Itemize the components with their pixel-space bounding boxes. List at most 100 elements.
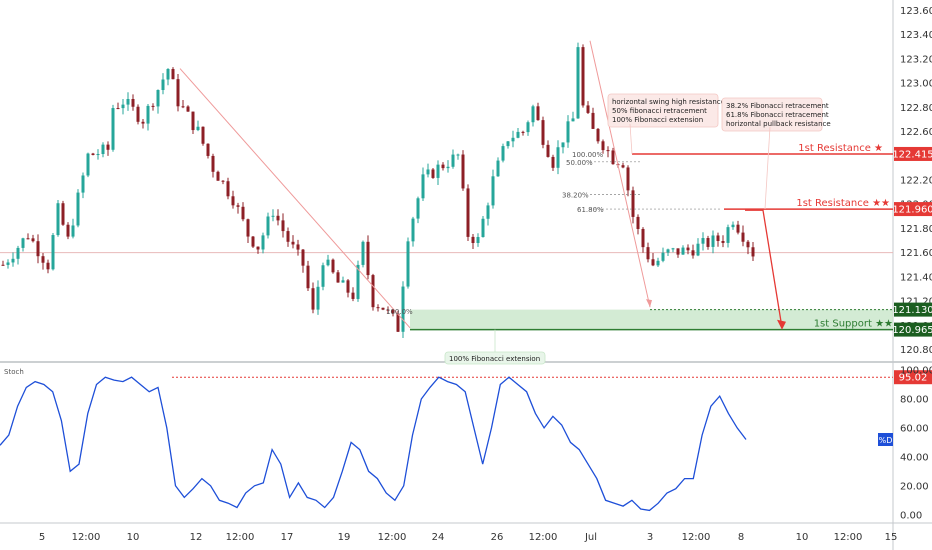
- candle-body: [551, 156, 555, 168]
- candle-body: [341, 280, 345, 283]
- candle-body: [431, 169, 435, 178]
- candle-body: [111, 108, 115, 150]
- candle-body: [601, 141, 605, 151]
- candle-body: [71, 225, 75, 237]
- support-bottom-price-tag-bg: [894, 322, 932, 337]
- candle-body: [541, 120, 545, 145]
- candle-body: [101, 144, 105, 155]
- candle-body: [496, 160, 500, 177]
- candle-body: [326, 259, 330, 266]
- candle-body: [711, 235, 715, 247]
- candle-body: [656, 260, 660, 266]
- candle-body: [131, 99, 135, 107]
- candle-body: [676, 248, 680, 255]
- annotation-right-pointer: [764, 126, 771, 210]
- candle-body: [686, 247, 690, 251]
- candle-body: [346, 280, 350, 293]
- candle-body: [126, 99, 130, 105]
- candle-body: [701, 238, 705, 244]
- time-tick-label: 12:00: [72, 532, 101, 543]
- candle-body: [306, 265, 310, 289]
- candle-body: [546, 144, 550, 157]
- candle-body: [736, 224, 740, 233]
- candle-body: [116, 108, 120, 110]
- resistance-2-price-tag-bg: [894, 202, 932, 217]
- price-tick-label: 123.200: [900, 54, 932, 65]
- candle-body: [426, 169, 430, 175]
- candle-body: [416, 198, 420, 219]
- candle-body: [201, 126, 205, 144]
- candle-body: [571, 118, 575, 122]
- candle-body: [501, 146, 505, 161]
- candle-body: [316, 286, 320, 310]
- candle-body: [271, 215, 275, 217]
- osc-tick-label: 60.00: [900, 423, 929, 434]
- candle-body: [176, 79, 180, 107]
- candle-body: [321, 265, 325, 287]
- price-tick-label: 121.400: [900, 272, 932, 283]
- annotation-left-pointer: [629, 123, 633, 154]
- candle-body: [476, 237, 480, 244]
- annotation-right-line: 38.2% Fibonacci retracement: [726, 102, 829, 110]
- candle-body: [741, 232, 745, 242]
- osc-tick-label: 0.00: [900, 510, 922, 521]
- fib-level-label: 38.20%: [562, 192, 589, 200]
- candle-body: [311, 288, 315, 310]
- candle-body: [216, 171, 220, 181]
- candle-body: [26, 238, 30, 240]
- candle-body: [161, 79, 165, 91]
- candle-body: [376, 307, 380, 309]
- candle-body: [86, 153, 90, 176]
- candle-body: [751, 247, 755, 257]
- fib-level-label: 100.00%: [572, 151, 603, 159]
- candle-body: [41, 256, 45, 263]
- candle-body: [566, 121, 570, 143]
- candle-body: [1, 264, 5, 266]
- time-tick-label: 10: [127, 532, 140, 543]
- price-panel[interactable]: [0, 0, 893, 361]
- candle-body: [626, 167, 630, 191]
- candle-body: [21, 238, 25, 248]
- osc-tick-label: 100.00: [900, 366, 932, 377]
- candle-body: [691, 250, 695, 256]
- time-tick-label: 12:00: [682, 532, 711, 543]
- candle-body: [396, 313, 400, 332]
- candle-body: [671, 248, 675, 250]
- annotation-right-line: horizontal pullback resistance: [726, 120, 831, 128]
- candle-body: [561, 142, 565, 148]
- oscillator-panel[interactable]: [0, 363, 893, 523]
- annotation-left-line: 100% Fibonacci extension: [612, 116, 703, 124]
- candle-body: [36, 241, 40, 257]
- candle-body: [746, 241, 750, 248]
- fib-arrow-head: [646, 299, 652, 308]
- candle-body: [516, 131, 520, 138]
- resistance-2-label: 1st Resistance ★★: [796, 198, 890, 209]
- candle-body: [576, 47, 580, 119]
- candle-body: [511, 137, 515, 142]
- candle-body: [731, 224, 735, 228]
- candle-body: [221, 180, 225, 182]
- candle-body: [261, 235, 265, 250]
- candle-body: [491, 176, 495, 206]
- candle-body: [631, 190, 635, 217]
- resistance-1-price-tag: 122.415: [892, 149, 932, 160]
- candle-body: [231, 196, 235, 206]
- time-tick-label: 12:00: [834, 532, 863, 543]
- candle-body: [471, 236, 475, 244]
- candle-body: [251, 236, 255, 247]
- fib-arrow-2: [589, 40, 651, 308]
- candle-body: [256, 246, 260, 250]
- candle-body: [681, 247, 685, 255]
- annotation-left-line: horizontal swing high resistance: [612, 98, 725, 106]
- candle-body: [31, 238, 35, 242]
- candle-body: [696, 243, 700, 256]
- candle-body: [46, 262, 50, 270]
- time-tick-label: 12:00: [529, 532, 558, 543]
- candle-body: [641, 228, 645, 248]
- candle-body: [141, 121, 145, 124]
- support-top-price-tag-bg: [894, 302, 932, 317]
- price-tick-label: 123.000: [900, 79, 932, 90]
- candle-body: [421, 174, 425, 199]
- candle-body: [611, 150, 615, 165]
- candle-body: [461, 154, 465, 189]
